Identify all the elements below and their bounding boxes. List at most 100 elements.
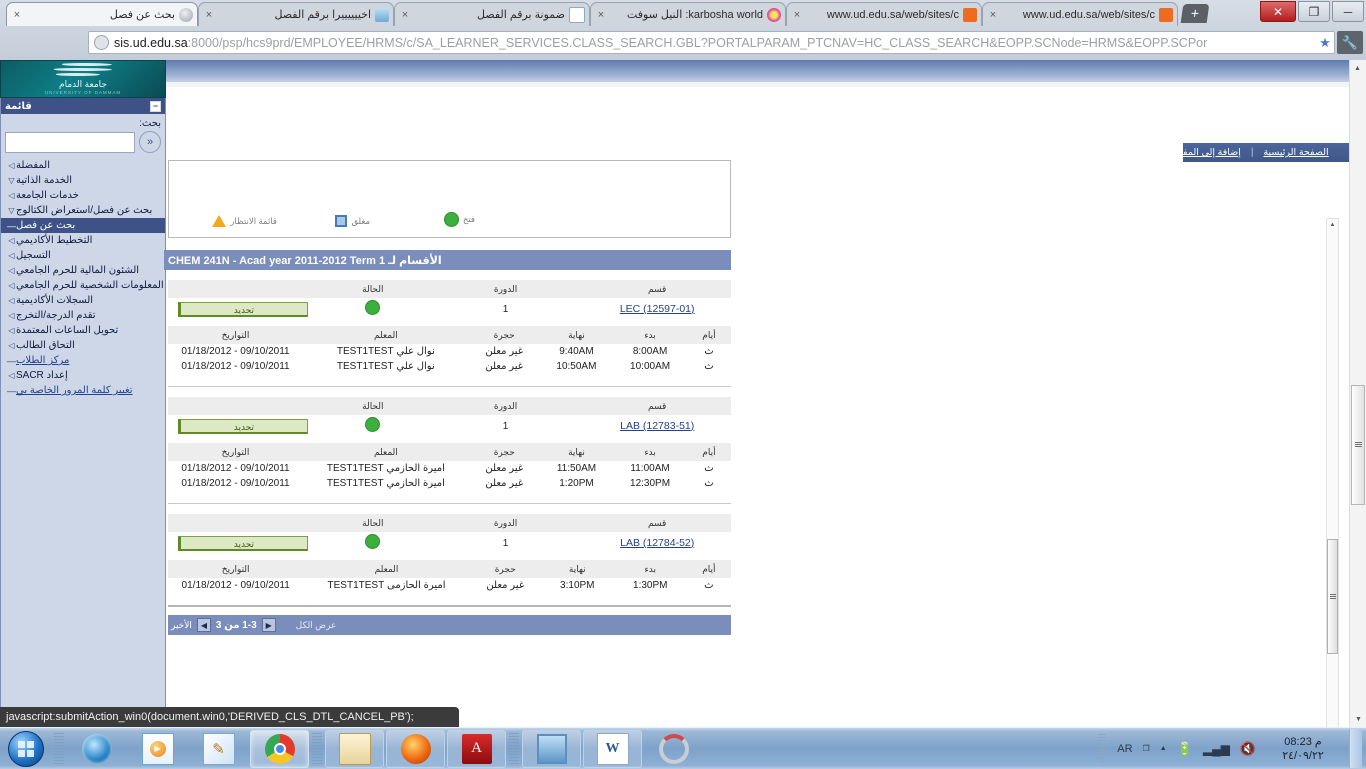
address-bar[interactable]: sis.ud.edu.sa:8000/psp/hcs9prd/EMPLOYEE/…	[88, 31, 1335, 54]
taskbar-google-chrome[interactable]	[250, 729, 309, 768]
tab-close-icon[interactable]: ×	[205, 8, 213, 21]
globe-icon	[179, 7, 193, 22]
sidebar-item-academic-records[interactable]: ◁ السجلات الأكاديمية	[1, 293, 165, 308]
page-scrollbar[interactable]: ▲ ▼	[1349, 60, 1366, 728]
scroll-thumb[interactable]	[1351, 385, 1365, 505]
pager-next-button[interactable]: ▶	[261, 618, 276, 632]
pager-last-label[interactable]: الأخير	[171, 619, 192, 630]
sidebar-item-enrollment[interactable]: ◁ التسجيل	[1, 248, 165, 263]
cell-room: غير معلن	[486, 580, 525, 591]
browser-tab-6[interactable]: www.ud.edu.sa/web/sites/c ×	[982, 2, 1178, 26]
browser-tab-1[interactable]: اخييييييرا برقم الفصل ×	[198, 2, 394, 26]
tab-close-icon[interactable]: ×	[401, 8, 409, 21]
status-cell	[318, 415, 428, 437]
browser-tab-5[interactable]: www.ud.edu.sa/web/sites/c ×	[786, 2, 982, 26]
scroll-down-icon[interactable]: ▼	[1355, 716, 1362, 723]
sidebar-item-campus-finances[interactable]: ◁ الشئون المالية للحرم الجامعي	[1, 263, 165, 278]
browser-tab-0[interactable]: بحث عن فصل ×	[6, 2, 198, 26]
select-button[interactable]: تحديد	[177, 301, 308, 317]
taskbar-microsoft-word[interactable]: W	[583, 729, 642, 768]
sidebar-item-university-services[interactable]: ◁ خدمات الجامعة	[1, 188, 165, 203]
sidebar-item-label: خدمات الجامعة	[16, 190, 79, 201]
pager-prev-button[interactable]: ◀	[196, 618, 211, 632]
cell-end: 11:50AM	[556, 463, 597, 474]
select-button[interactable]: تحديد	[177, 535, 308, 551]
show-desktop-button[interactable]	[1349, 729, 1362, 768]
header-link-favorites[interactable]: إضافة إلى المفضلة	[1166, 147, 1241, 158]
site-globe-icon	[94, 35, 109, 50]
table-header-row: أيام بدء نهاية حجرة المعلم التواريخ	[168, 443, 731, 461]
collapse-menu-icon[interactable]: «	[139, 131, 161, 153]
tab-close-icon[interactable]: ×	[597, 8, 605, 21]
volume-muted-icon[interactable]: 🔇	[1239, 740, 1256, 756]
pager-view-all[interactable]: عرض الكل	[295, 619, 337, 630]
col-dates: التواريخ	[168, 443, 303, 461]
action-cell: تحديد	[168, 298, 318, 320]
sidebar-item-student-center[interactable]: — مركز الطلاب	[1, 353, 165, 368]
col-start: بدء	[613, 443, 687, 461]
tab-close-icon[interactable]: ×	[13, 8, 21, 21]
menu-search-input[interactable]	[5, 131, 135, 153]
sidebar-item-academic-planning[interactable]: ◁ التخطيط الأكاديمي	[1, 233, 165, 248]
taskbar-adobe-reader[interactable]: A	[447, 729, 506, 768]
section-link[interactable]: (LAB (12783-51	[620, 420, 695, 432]
cell-room: غير معلن	[485, 478, 524, 489]
col-session: الدورة	[427, 514, 584, 532]
taskbar-firefox[interactable]	[386, 729, 445, 768]
tab-close-icon[interactable]: ×	[989, 8, 997, 21]
sidebar-item-sacr-setup[interactable]: ◁ إعداد SACR	[1, 368, 165, 383]
sidebar-item-campus-personal-info[interactable]: ◁ المعلومات الشخصية للحرم الجامعي	[1, 278, 165, 293]
battery-warning-icon[interactable]: 🔋	[1176, 740, 1193, 756]
sidebar-item-student-admission[interactable]: ◁ التحاق الطالب	[1, 338, 165, 353]
section-link[interactable]: (LAB (12784-52	[620, 537, 695, 549]
sidebar-item-class-search[interactable]: — بحث عن فصل	[1, 218, 165, 233]
taskbar-sync-app[interactable]	[644, 730, 703, 768]
wrench-menu-icon[interactable]: 🔧	[1337, 31, 1363, 54]
cell-dates: 09/10/2011 - 01/18/2012	[181, 346, 290, 357]
window-restore-button[interactable]: ❐	[1298, 1, 1330, 22]
tab-close-icon[interactable]: ×	[793, 8, 801, 21]
network-bars-icon[interactable]: ▂▄▆	[1202, 741, 1230, 756]
sidebar-item-transfer-credit[interactable]: ◁ تحويل الساعات المعتمدة	[1, 323, 165, 338]
tray-handle[interactable]	[1098, 733, 1107, 764]
sidebar-item-self-service[interactable]: ▽ الخدمة الذاتية	[1, 173, 165, 188]
taskbar-windows-explorer[interactable]	[325, 729, 384, 768]
table-row: (LEC (12597-01 1 تحديد	[168, 298, 731, 320]
window-minimize-button[interactable]: ─	[1332, 1, 1364, 22]
tray-overflow-icon[interactable]: ❐	[1142, 744, 1150, 753]
scroll-up-icon[interactable]: ▲	[1329, 221, 1336, 228]
browser-tab-2[interactable]: ضمونة برقم الفصل ×	[394, 2, 590, 26]
scroll-thumb[interactable]	[1327, 539, 1338, 654]
blue-square-icon	[335, 215, 348, 227]
dash-icon: —	[7, 385, 16, 396]
sidebar-item-degree-progress[interactable]: ◁ تقدم الدرجة/التخرج	[1, 308, 165, 323]
new-tab-button[interactable]: +	[1180, 4, 1210, 23]
window-close-button[interactable]: ✕	[1260, 1, 1296, 22]
taskbar-clock[interactable]: 08:23 م ٢٤/٠٩/٢٢	[1261, 728, 1345, 769]
quicklaunch-handle[interactable]	[54, 732, 64, 765]
col-room: حجرة	[468, 443, 540, 461]
inner-frame-scrollbar[interactable]: ▲ ▼	[1326, 218, 1339, 728]
sidebar-item-change-password[interactable]: — تغيير كلمة المرور الخاصة بي	[1, 383, 165, 398]
col-instructor: المعلم	[302, 326, 469, 344]
taskbar-paint-tool[interactable]: ✎	[189, 730, 248, 768]
sidebar-item-class-search-catalog[interactable]: ▽ بحث عن فصل/استعراض الكتالوج	[1, 203, 165, 218]
section-link[interactable]: (LEC (12597-01	[619, 303, 695, 315]
taskbar-photo-viewer[interactable]	[522, 729, 581, 768]
menu-minimize-button[interactable]: −	[150, 100, 161, 112]
windows-start-icon[interactable]	[0, 729, 52, 769]
cell-end: 1:20PM	[559, 478, 594, 489]
url-path: :8000/psp/hcs9prd/EMPLOYEE/HRMS/c/SA_LEA…	[187, 35, 1208, 50]
scroll-up-icon[interactable]: ▲	[1354, 65, 1361, 72]
bookmark-star-icon[interactable]: ★	[1319, 34, 1331, 50]
taskbar-internet-explorer[interactable]	[67, 730, 126, 768]
browser-tab-4[interactable]: karbosha world: النيل سوفت ×	[590, 2, 786, 26]
select-button[interactable]: تحديد	[177, 418, 308, 434]
language-indicator[interactable]: AR	[1117, 742, 1133, 755]
tray-expand-icon[interactable]: ▲	[1159, 745, 1167, 752]
taskbar-media-player[interactable]: ▶	[128, 730, 187, 768]
image-icon	[375, 7, 389, 22]
sidebar-item-favorites[interactable]: ◁ المفضلة	[1, 158, 165, 173]
sidebar-item-label: الخدمة الذاتية	[16, 175, 73, 186]
header-link-home[interactable]: الصفحة الرئيسية	[1263, 147, 1329, 158]
